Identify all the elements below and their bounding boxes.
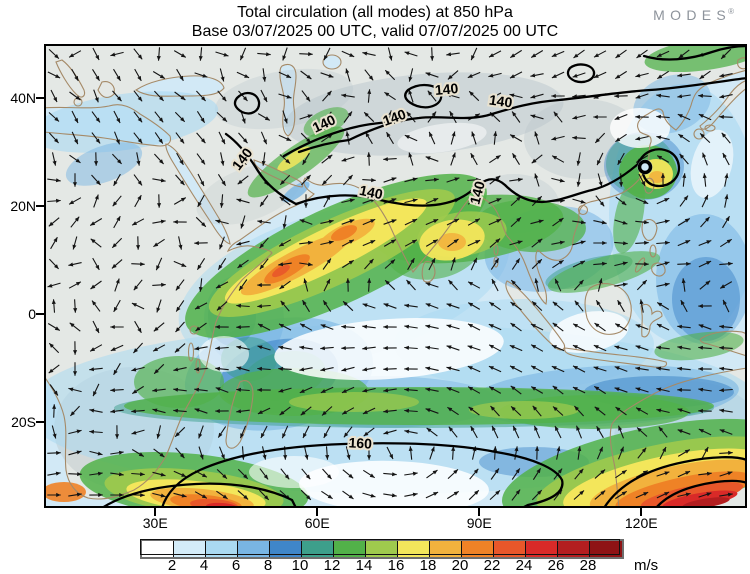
lat-label-20S: 20S bbox=[11, 414, 36, 430]
colorbar-cell bbox=[398, 541, 430, 557]
colorbar-cell bbox=[366, 541, 398, 557]
colorbar-tick-6: 6 bbox=[231, 557, 241, 574]
colorbar-tick-8: 8 bbox=[263, 557, 273, 574]
lon-label-30E: 30E bbox=[142, 515, 168, 531]
colorbar-tick-18: 18 bbox=[419, 557, 437, 574]
colorbar-cell bbox=[302, 541, 334, 557]
colorbar-tick-26: 26 bbox=[547, 557, 565, 574]
lon-label-90E: 90E bbox=[466, 515, 492, 531]
contour-label-140: 140 bbox=[488, 92, 514, 111]
coastline-layer bbox=[44, 44, 747, 508]
map-frame bbox=[44, 44, 747, 508]
colorbar-tick-16: 16 bbox=[387, 557, 405, 574]
colorbar-tick-4: 4 bbox=[199, 557, 209, 574]
colorbar-tick-12: 12 bbox=[323, 557, 341, 574]
colorbar-cell bbox=[206, 541, 238, 557]
modes-logo: MODES® bbox=[653, 7, 734, 23]
colorbar-unit-label: m/s bbox=[634, 557, 659, 574]
title-line-1: Total circulation (all modes) at 850 hPa bbox=[237, 4, 513, 21]
colorbar-cell bbox=[430, 541, 462, 557]
lat-tick bbox=[36, 205, 44, 207]
lon-tick bbox=[640, 508, 643, 516]
registered-mark: ® bbox=[728, 7, 734, 17]
lat-tick bbox=[36, 313, 44, 315]
lon-tick bbox=[478, 508, 481, 516]
colorbar-tick-28: 28 bbox=[579, 557, 597, 574]
contour-line-layer bbox=[100, 44, 747, 508]
lon-tick bbox=[154, 508, 157, 516]
colorbar-cell bbox=[238, 541, 270, 557]
lat-tick bbox=[36, 97, 44, 99]
colorbar-tick-2: 2 bbox=[167, 557, 177, 574]
colorbar-tick-20: 20 bbox=[451, 557, 469, 574]
lon-label-120E: 120E bbox=[624, 515, 658, 531]
lat-tick bbox=[36, 421, 44, 423]
contour-label-160: 160 bbox=[348, 434, 372, 451]
colorbar-tick-14: 14 bbox=[355, 557, 373, 574]
colorbar-cell bbox=[462, 541, 494, 557]
colorbar-cell bbox=[174, 541, 206, 557]
page-title: Total circulation (all modes) at 850 hPa… bbox=[0, 3, 750, 41]
lat-label-20N: 20N bbox=[10, 198, 36, 214]
colorbar-tick-22: 22 bbox=[483, 557, 501, 574]
colorbar-cell bbox=[558, 541, 590, 557]
title-line-2: Base 03/07/2025 00 UTC, valid 07/07/2025… bbox=[191, 23, 559, 40]
colorbar-cell bbox=[526, 541, 558, 557]
colorbar-tick-24: 24 bbox=[515, 557, 533, 574]
colorbar-cell bbox=[590, 541, 622, 557]
lon-tick bbox=[316, 508, 319, 516]
lat-label-40N: 40N bbox=[10, 90, 36, 106]
colorbar-cell bbox=[494, 541, 526, 557]
colorbar-cell bbox=[334, 541, 366, 557]
lat-label-0: 0 bbox=[28, 306, 36, 322]
colorbar-cell bbox=[142, 541, 174, 557]
colorbar bbox=[140, 539, 624, 559]
lon-label-60E: 60E bbox=[304, 515, 330, 531]
colorbar-cell bbox=[270, 541, 302, 557]
colorbar-tick-10: 10 bbox=[291, 557, 309, 574]
map-area: 140 140 140 140 140 140 140 160 bbox=[44, 44, 747, 508]
contour-label-140: 140 bbox=[434, 80, 459, 98]
wind-arrow-layer bbox=[47, 47, 733, 501]
typhoon-symbol bbox=[637, 159, 653, 175]
